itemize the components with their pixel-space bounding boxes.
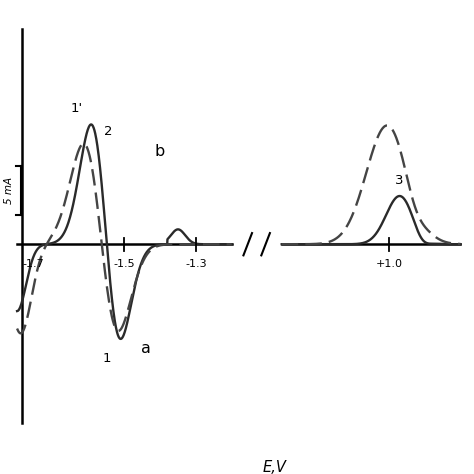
Text: b: b (155, 144, 165, 159)
Text: 3: 3 (395, 174, 404, 187)
Text: 2: 2 (104, 125, 113, 138)
Text: -1.3: -1.3 (185, 259, 207, 269)
Text: a: a (141, 341, 151, 356)
Text: -1.5: -1.5 (114, 259, 135, 269)
Text: 1': 1' (71, 102, 83, 115)
Text: E,V: E,V (263, 460, 286, 474)
Text: -1.7: -1.7 (22, 259, 44, 269)
Text: +1.0: +1.0 (375, 259, 402, 269)
Text: 1: 1 (102, 352, 111, 365)
Text: 5 mA: 5 mA (3, 177, 13, 204)
